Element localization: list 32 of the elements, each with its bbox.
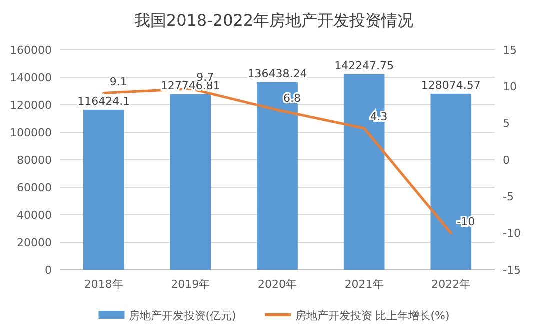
- bar: [83, 110, 124, 270]
- x-tick-label: 2019年: [171, 278, 210, 291]
- y2-tick-label: -5: [503, 190, 514, 204]
- y-tick-label: 60000: [17, 181, 52, 194]
- y-tick-label: 0: [45, 264, 52, 277]
- y2-tick-label: 0: [503, 154, 510, 167]
- data-label: 116424.1: [78, 94, 130, 108]
- data-label: 142247.75: [334, 59, 394, 72]
- bar: [344, 74, 385, 270]
- y2-tick-label: 5: [503, 117, 510, 130]
- y-tick-label: 120000: [10, 98, 52, 112]
- legend-label: 房地产开发投资(亿元): [128, 309, 236, 322]
- y2-tick-label: -15: [503, 264, 521, 277]
- y2-tick-label: 10: [503, 80, 517, 94]
- bar: [170, 94, 212, 270]
- x-tick-label: 2020年: [258, 278, 297, 291]
- y2-tick-label: 15: [503, 44, 517, 57]
- x-tick-label: 2018年: [84, 278, 124, 291]
- data-label: 136438.24: [248, 67, 308, 80]
- y-tick-label: 20000: [17, 236, 52, 250]
- x-tick-label: 2022年: [432, 278, 471, 291]
- y-tick-label: 160000: [10, 44, 52, 57]
- chart-title: 我国2018-2022年房地产开发投资情况: [134, 11, 414, 30]
- y-tick-label: 80000: [17, 154, 52, 167]
- x-tick-label: 2021年: [344, 278, 384, 291]
- y-tick-label: 40000: [17, 208, 52, 222]
- legend-label: 房地产开发投资 比上年增长(%): [295, 309, 450, 322]
- y-tick-label: 140000: [10, 71, 52, 84]
- data-label: 9.1: [110, 75, 128, 88]
- data-label: 128074.57: [421, 78, 481, 92]
- y2-tick-label: -10: [503, 227, 521, 240]
- y-tick-label: 100000: [10, 126, 52, 140]
